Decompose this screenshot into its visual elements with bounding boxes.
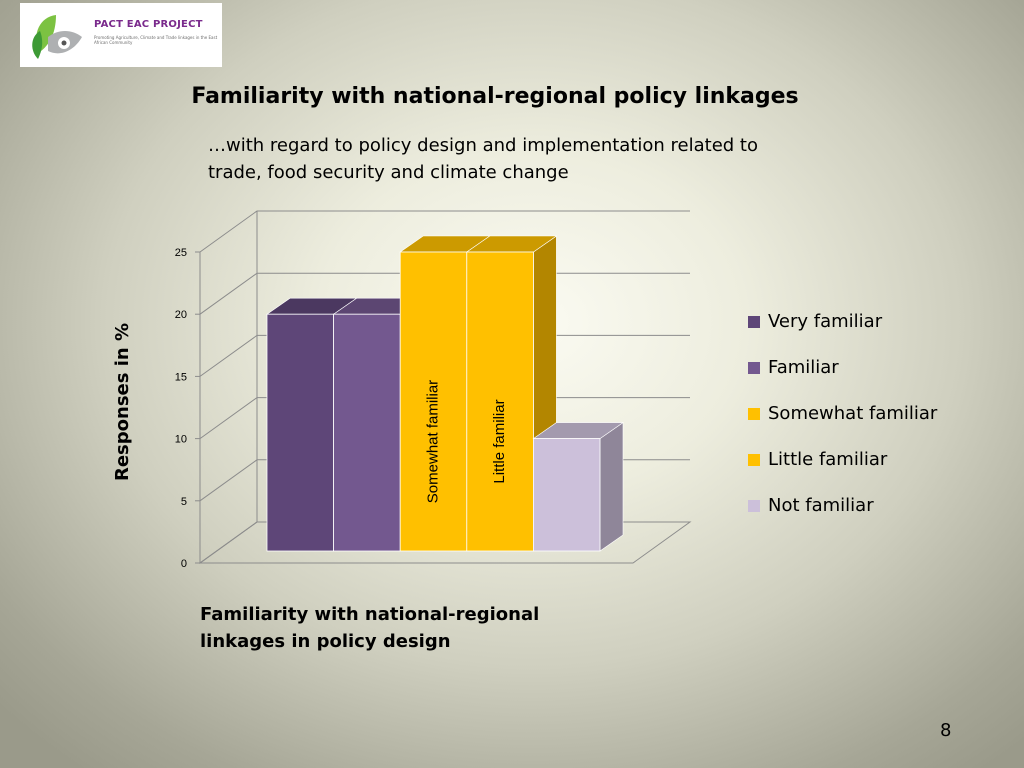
y-tick-label: 5 [181, 496, 187, 508]
y-tick-label: 15 [175, 371, 187, 383]
bar-front [333, 313, 401, 552]
legend-swatch [748, 361, 760, 374]
bar-front [533, 438, 601, 552]
gridline [199, 210, 690, 253]
logo: PACT EAC PROJECT Promoting Agriculture, … [20, 3, 222, 67]
x-axis-label: Familiarity with national-regional linka… [200, 604, 540, 652]
chart-legend: Very familiar Familiar Somewhat familiar Li… [748, 310, 937, 540]
page-title: Familiarity with national-regional polic… [191, 84, 799, 109]
y-tick-label: 25 [175, 247, 187, 259]
bar-front [399, 251, 468, 552]
logo-tagline: Promoting Agriculture, Climate and Trade… [94, 35, 218, 45]
legend-item: Not familiar [748, 494, 937, 517]
legend-item: Somewhat familiar [748, 402, 937, 425]
y-tick-label: 0 [181, 558, 187, 570]
y-tick-label: 20 [175, 309, 187, 321]
y-axis-ticks: 0 5 10 15 20 25 [175, 247, 200, 570]
legend-item: Little familiar [748, 448, 937, 471]
bar-data-label: Somewhat familiar [424, 380, 441, 503]
y-tick-label: 10 [175, 434, 187, 446]
bar-not-familiar [532, 422, 624, 552]
bar-front [466, 251, 534, 552]
side-wall [199, 211, 258, 564]
page-number: 8 [940, 720, 952, 741]
chart-bars: Somewhat familiar Little familiar [266, 235, 624, 552]
legend-label: Somewhat familiar [768, 403, 938, 424]
bar-front [266, 313, 334, 552]
legend-label: Not familiar [768, 495, 874, 516]
bar-side [599, 422, 624, 552]
legend-swatch [748, 453, 760, 466]
page-subtitle: …with regard to policy design and implem… [208, 135, 759, 183]
legend-label: Familiar [768, 357, 839, 378]
legend-swatch [748, 315, 760, 328]
y-axis-label: Responses in % [112, 322, 133, 482]
leaf-logo-icon [32, 15, 82, 59]
legend-swatch [748, 407, 760, 420]
legend-label: Very familiar [768, 311, 883, 332]
bar-data-label: Little familiar [491, 399, 508, 483]
legend-item: Familiar [748, 356, 937, 379]
legend-swatch [748, 499, 760, 512]
legend-label: Little familiar [768, 449, 888, 470]
logo-title: PACT EAC PROJECT [94, 19, 203, 30]
legend-item: Very familiar [748, 310, 937, 333]
